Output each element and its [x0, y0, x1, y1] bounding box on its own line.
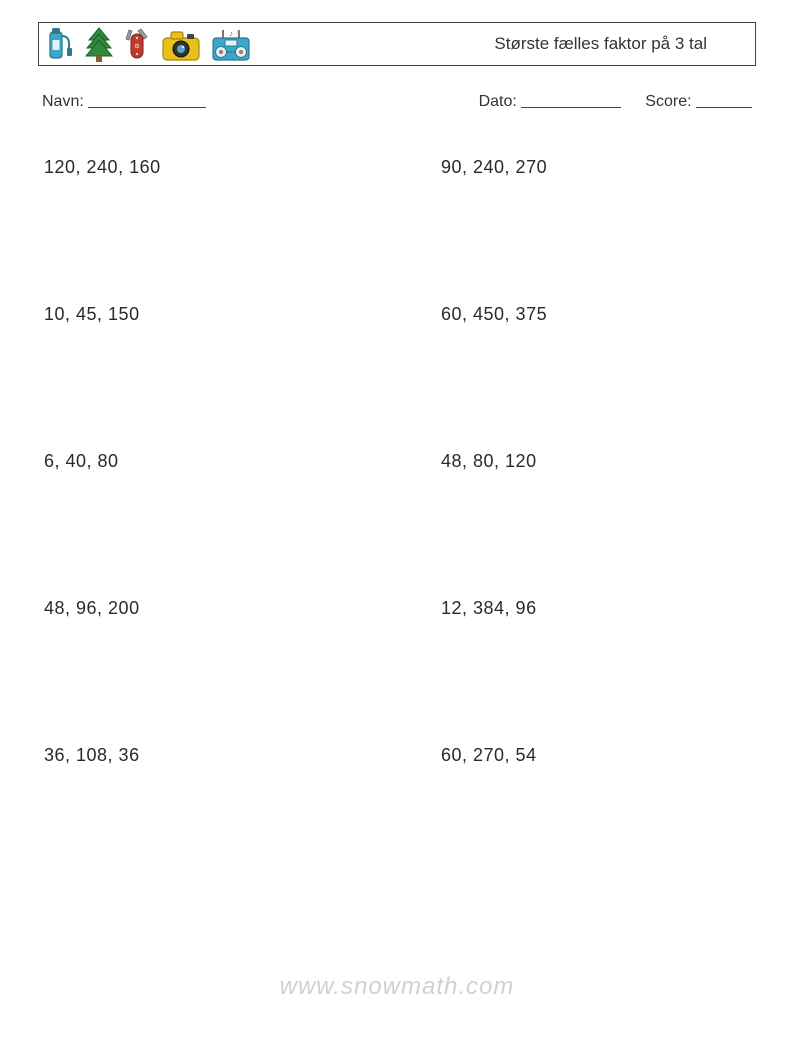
camera-icon	[161, 30, 201, 62]
name-underline[interactable]	[88, 94, 206, 108]
svg-text:♪: ♪	[229, 29, 233, 38]
problem-cell: 90, 240, 270	[407, 157, 750, 178]
watermark: www.snowmath.com	[0, 973, 794, 1001]
date-underline[interactable]	[521, 94, 621, 108]
problem-cell: 36, 108, 36	[44, 745, 387, 766]
thermos-icon	[45, 26, 75, 62]
name-field: Navn:	[42, 92, 206, 111]
date-label: Dato:	[479, 93, 517, 110]
worksheet-title: Største fælles faktor på 3 tal	[494, 34, 747, 54]
problems-grid: 120, 240, 160 90, 240, 270 10, 45, 150 60, …	[38, 157, 756, 766]
problem-cell: 48, 80, 120	[407, 451, 750, 472]
problem-cell: 6, 40, 80	[44, 451, 387, 472]
header-bar: ♪ ♫ Største fælles faktor på 3 tal	[38, 22, 756, 66]
swiss-knife-icon	[123, 26, 151, 62]
problem-cell: 48, 96, 200	[44, 598, 387, 619]
boombox-icon: ♪ ♫	[211, 28, 251, 62]
date-field: Dato:	[479, 92, 622, 111]
problem-cell: 12, 384, 96	[407, 598, 750, 619]
score-field: Score:	[645, 92, 752, 111]
problem-cell: 120, 240, 160	[44, 157, 387, 178]
meta-row: Navn: Dato: Score:	[42, 92, 752, 111]
svg-text:♫: ♫	[235, 29, 240, 36]
problem-cell: 60, 270, 54	[407, 745, 750, 766]
name-label: Navn:	[42, 93, 84, 110]
problem-cell: 60, 450, 375	[407, 304, 750, 325]
problem-cell: 10, 45, 150	[44, 304, 387, 325]
header-icons: ♪ ♫	[45, 26, 251, 62]
score-underline[interactable]	[696, 94, 752, 108]
tree-icon	[85, 26, 113, 62]
score-label: Score:	[645, 93, 691, 110]
